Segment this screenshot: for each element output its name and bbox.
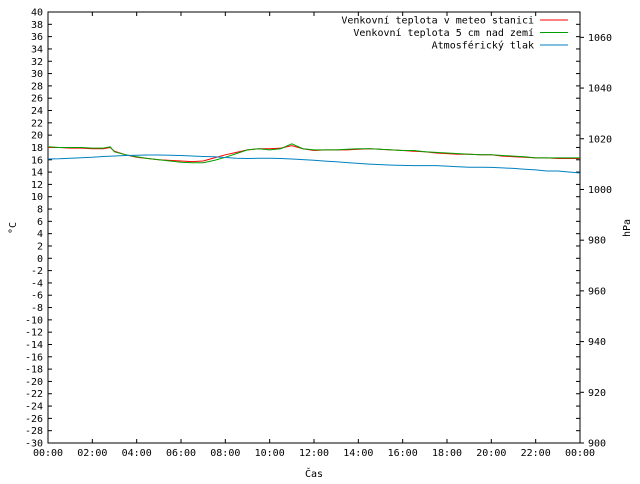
y2-tick-label: 960	[588, 286, 606, 297]
y-tick-label: 18	[31, 143, 43, 154]
y2-tick-label: 900	[588, 439, 606, 450]
y-tick-label: 32	[31, 57, 43, 68]
y-tick-label: 14	[31, 168, 43, 179]
y-tick-label: 34	[31, 44, 43, 55]
y-tick-label: -2	[31, 266, 43, 277]
y-tick-label: -22	[25, 389, 43, 400]
y2-tick-label: 920	[588, 388, 606, 399]
y-tick-label: 38	[31, 20, 43, 31]
y-tick-label: 20	[31, 131, 43, 142]
y-tick-label: 30	[31, 69, 43, 80]
y-tick-label: -6	[31, 291, 43, 302]
y-tick-label: 8	[37, 205, 43, 216]
y-tick-label: 12	[31, 180, 43, 191]
y-tick-label: -28	[25, 426, 43, 437]
y-tick-label: 40	[31, 8, 43, 19]
y2-tick-label: 1000	[588, 185, 612, 196]
x-tick-label: 18:00	[432, 448, 462, 459]
x-axis-label: Čas	[305, 467, 323, 480]
legend-label-0: Venkovní teplota v meteo stanici	[341, 15, 534, 27]
x-tick-label: 20:00	[476, 448, 506, 459]
x-tick-label: 10:00	[255, 448, 285, 459]
y-tick-label: -26	[25, 414, 43, 425]
plot-frame	[47, 11, 581, 444]
y-tick-label: 6	[37, 217, 43, 228]
y-tick-label: 36	[31, 32, 43, 43]
x-tick-label: 02:00	[77, 448, 107, 459]
x-tick-label: 06:00	[166, 448, 196, 459]
x-tick-label: 16:00	[388, 448, 418, 459]
series-line-2	[47, 154, 581, 174]
y2-tick-label: 1020	[588, 134, 612, 145]
x-tick-label: 00:00	[33, 448, 63, 459]
x-tick-label: 04:00	[122, 448, 152, 459]
y-tick-label: -4	[31, 278, 43, 289]
y-tick-label: -8	[31, 303, 43, 314]
y-tick-label: 0	[37, 254, 43, 265]
y-tick-label: 4	[37, 229, 43, 240]
y-tick-label: -12	[25, 328, 43, 339]
x-tick-label: 08:00	[210, 448, 240, 459]
y2-axis-label: hPa	[622, 219, 633, 237]
x-tick-label: 22:00	[521, 448, 551, 459]
y-tick-label: -24	[25, 402, 43, 413]
y2-tick-label: 940	[588, 337, 606, 348]
legend-label-1: Venkovní teplota 5 cm nad zemí	[353, 27, 534, 39]
legend-label-2: Atmosférický tlak	[432, 40, 534, 52]
y-tick-label: 28	[31, 81, 43, 92]
y2-tick-label: 980	[588, 236, 606, 247]
x-tick-label: 14:00	[343, 448, 373, 459]
y-axis-label: °C	[8, 222, 19, 234]
y-tick-label: -16	[25, 352, 43, 363]
y-tick-label: 10	[31, 192, 43, 203]
y-tick-label: -30	[25, 439, 43, 450]
y-tick-label: 2	[37, 241, 43, 252]
y-tick-label: -14	[25, 340, 43, 351]
y-tick-label: 24	[31, 106, 43, 117]
y-tick-label: -10	[25, 315, 43, 326]
y-tick-label: 16	[31, 155, 43, 166]
x-tick-label: 12:00	[299, 448, 329, 459]
y-tick-label: -20	[25, 377, 43, 388]
x-tick-label: 00:00	[565, 448, 595, 459]
y-tick-label: 26	[31, 94, 43, 105]
y-tick-label: 22	[31, 118, 43, 129]
y2-tick-label: 1060	[588, 33, 612, 44]
y-tick-label: -18	[25, 365, 43, 376]
y2-tick-label: 1040	[588, 84, 612, 95]
series-line-0	[48, 145, 580, 163]
